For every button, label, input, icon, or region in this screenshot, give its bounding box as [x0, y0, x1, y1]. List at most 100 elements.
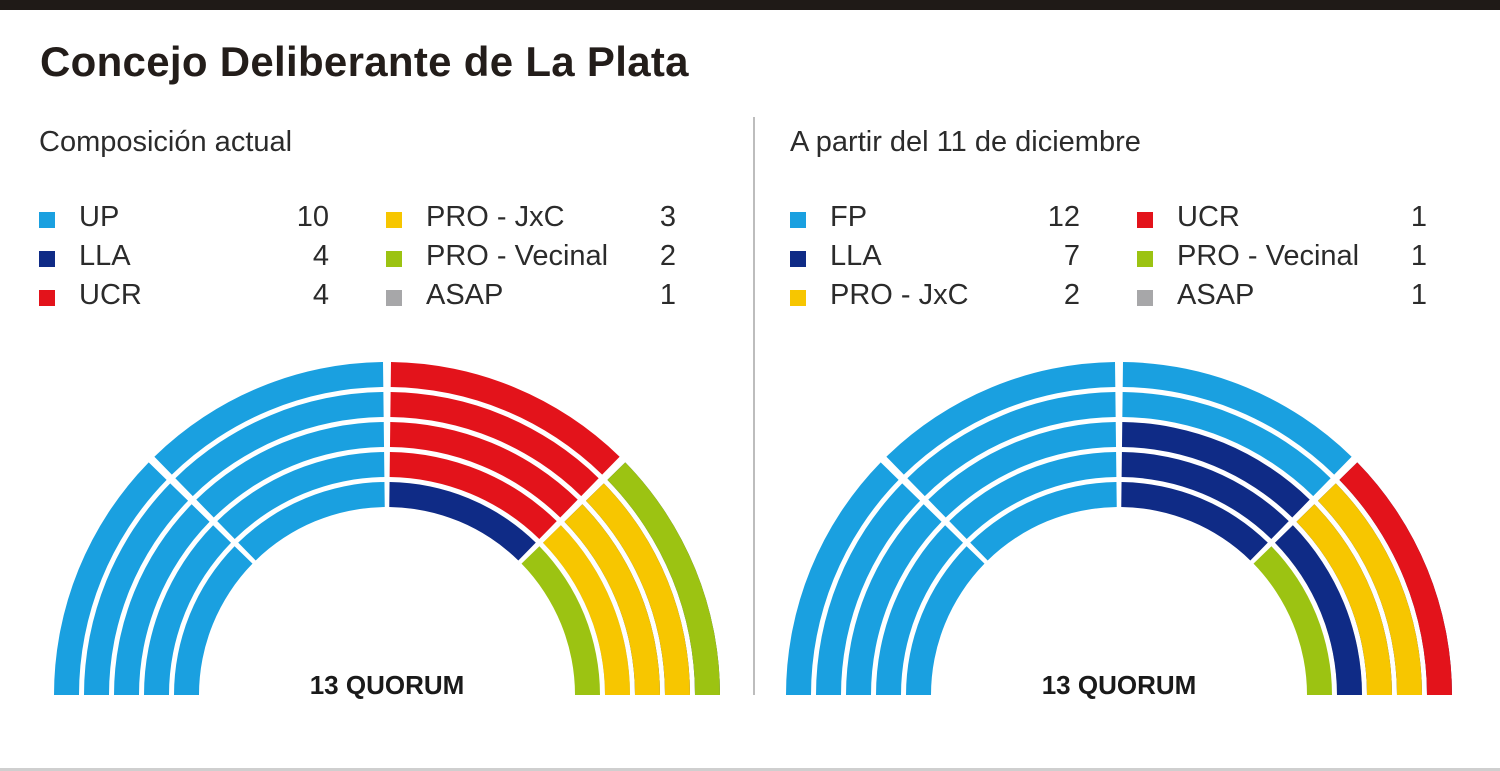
- seat-lla: [1121, 482, 1268, 561]
- legend-swatch: [790, 290, 806, 306]
- legend-item: ASAP 1: [386, 278, 676, 318]
- seat-fp: [928, 422, 1117, 518]
- panel-subtitle: A partir del 11 de diciembre: [790, 126, 1141, 158]
- legend-party-name: PRO - JxC: [830, 279, 969, 311]
- legend-swatch: [386, 212, 402, 228]
- legend-party-name: UCR: [79, 279, 142, 311]
- seat-fp: [786, 462, 899, 695]
- hemicycle-chart: 13 QUORUM: [786, 362, 1452, 700]
- legend-seat-count: 12: [1047, 201, 1080, 233]
- seat-fp: [816, 483, 921, 695]
- seat-up: [114, 504, 210, 695]
- legend-swatch: [386, 251, 402, 267]
- bottom-rule: [0, 768, 1500, 771]
- legend-party-name: LLA: [830, 240, 882, 272]
- panel-future: A partir del 11 de diciembre FP 12 LLA 7…: [750, 0, 1500, 771]
- panel-divider: [753, 117, 755, 695]
- seat-up: [238, 482, 385, 561]
- legend-swatch: [386, 290, 402, 306]
- legend-swatch: [1137, 212, 1153, 228]
- legend-swatch: [39, 251, 55, 267]
- seat-up: [144, 525, 232, 695]
- legend-item: UP 10: [39, 200, 329, 240]
- legend-swatch: [39, 212, 55, 228]
- legend-swatch: [790, 251, 806, 267]
- seat-fp: [1122, 392, 1331, 497]
- legend-seat-count: 2: [659, 240, 676, 272]
- seat-fp: [907, 392, 1116, 497]
- legend-seat-count: 1: [659, 279, 676, 311]
- seat-fp: [876, 525, 964, 695]
- legend-item: UCR 1: [1137, 200, 1427, 240]
- legend-seat-count: 1: [1410, 201, 1427, 233]
- legend-party-name: PRO - Vecinal: [1177, 240, 1360, 272]
- seat-ucr: [390, 362, 620, 475]
- legend-party-name: PRO - JxC: [426, 201, 565, 233]
- legend-item: FP 12: [790, 200, 1080, 240]
- seat-lla: [1121, 452, 1289, 540]
- panel-current: Composición actual UP 10 LLA 4 UCR 4 PRO…: [39, 126, 720, 700]
- quorum-label: 13 QUORUM: [310, 670, 465, 700]
- seat-fp: [1122, 362, 1352, 475]
- legend-swatch: [1137, 290, 1153, 306]
- legend-party-name: FP: [830, 201, 868, 233]
- seat-pro-vecinal: [521, 546, 600, 695]
- seat-ucr: [389, 422, 578, 518]
- seat-fp: [970, 482, 1117, 561]
- legend-item: ASAP 1: [1137, 278, 1427, 318]
- legend-seat-count: 1: [1410, 240, 1427, 272]
- seat-fp: [846, 504, 942, 695]
- legend-party-name: UCR: [1177, 201, 1240, 233]
- legend-item: PRO - Vecinal 1: [1137, 239, 1427, 279]
- seat-pro-jxc: [585, 483, 690, 695]
- seat-pro-vecinal: [1253, 546, 1332, 695]
- legend-item: PRO - JxC 2: [790, 278, 1080, 318]
- seat-fp: [949, 452, 1117, 540]
- seat-pro-jxc: [1296, 504, 1392, 695]
- seat-lla: [1121, 422, 1310, 518]
- legend-swatch: [790, 212, 806, 228]
- legend-item: UCR 4: [39, 278, 329, 318]
- seat-up: [54, 462, 167, 695]
- seat-ucr: [1339, 462, 1452, 695]
- legend-item: LLA 7: [790, 239, 1080, 279]
- top-bar: [0, 0, 1500, 10]
- legend-seat-count: 1: [1410, 279, 1427, 311]
- seat-up: [154, 362, 384, 475]
- legend-party-name: ASAP: [1177, 279, 1255, 311]
- seat-lla: [1274, 525, 1362, 695]
- legend-party-name: PRO - Vecinal: [426, 240, 609, 272]
- seat-up: [217, 452, 385, 540]
- legend-seat-count: 4: [312, 240, 329, 272]
- legend-party-name: ASAP: [426, 279, 504, 311]
- seat-ucr: [389, 452, 557, 540]
- seat-pro-jxc: [542, 525, 630, 695]
- legend-seat-count: 4: [312, 279, 329, 311]
- legend-swatch: [39, 290, 55, 306]
- seat-up: [84, 483, 189, 695]
- legend-seat-count: 3: [659, 201, 676, 233]
- quorum-label: 13 QUORUM: [1042, 670, 1197, 700]
- seat-ucr: [390, 392, 599, 497]
- seat-up: [196, 422, 385, 518]
- page-title: Concejo Deliberante de La Plata: [40, 38, 689, 85]
- hemicycle-chart: 13 QUORUM: [54, 362, 720, 700]
- seat-pro-jxc: [1317, 483, 1422, 695]
- seat-pro-vecinal: [607, 462, 720, 695]
- legend-item: PRO - Vecinal 2: [386, 239, 676, 279]
- legend-seat-count: 10: [296, 201, 329, 233]
- legend-swatch: [1137, 251, 1153, 267]
- legend-party-name: UP: [79, 201, 120, 233]
- legend-seat-count: 7: [1063, 240, 1080, 272]
- seat-lla: [389, 482, 536, 561]
- seat-fp: [886, 362, 1116, 475]
- legend-item: PRO - JxC 3: [386, 200, 676, 240]
- legend-item: LLA 4: [39, 239, 329, 279]
- seat-fp: [906, 546, 985, 695]
- legend-party-name: LLA: [79, 240, 131, 272]
- seat-pro-jxc: [564, 504, 660, 695]
- seat-up: [174, 546, 253, 695]
- seat-up: [175, 392, 384, 497]
- panel-subtitle: Composición actual: [39, 126, 293, 158]
- legend-seat-count: 2: [1063, 279, 1080, 311]
